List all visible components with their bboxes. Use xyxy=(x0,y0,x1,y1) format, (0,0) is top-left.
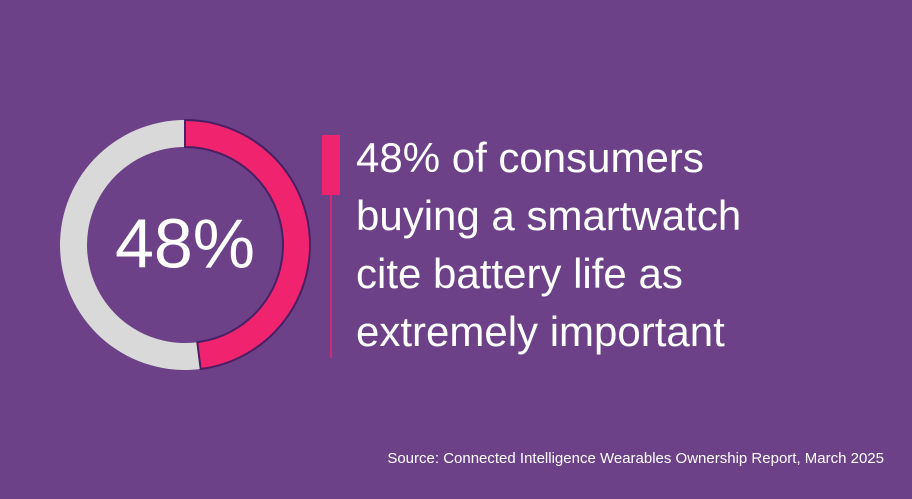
center-label: 48% xyxy=(115,204,255,282)
statement-line: extremely important xyxy=(356,308,725,355)
accent-bar xyxy=(322,135,340,195)
donut-segment xyxy=(184,118,311,371)
donut-segment xyxy=(60,120,201,370)
source-note: Source: Connected Intelligence Wearables… xyxy=(387,450,884,467)
statement-line: 48% of consumers xyxy=(356,134,704,181)
statement-line: cite battery life as xyxy=(356,250,683,297)
statement-line: buying a smartwatch xyxy=(356,192,741,239)
